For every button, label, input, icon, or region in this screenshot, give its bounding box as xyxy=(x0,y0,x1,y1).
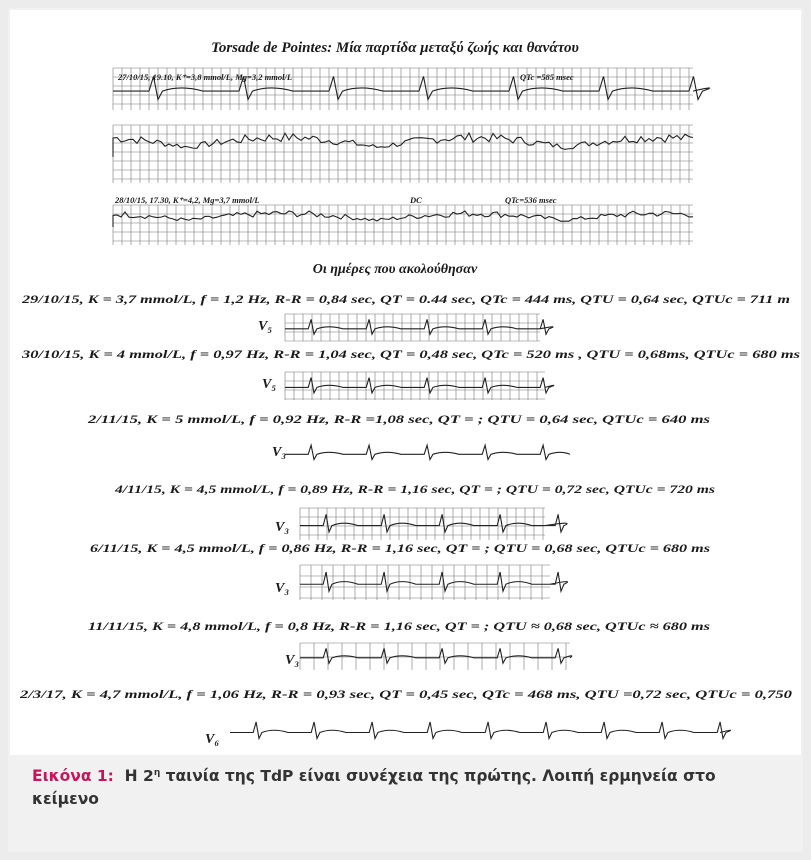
record-text: 11/11/15, K = 4,8 mmol/L, f = 0,8 Hz, R-… xyxy=(88,619,710,633)
frame: Torsade de Pointes: Μία παρτίδα μεταξύ ζ… xyxy=(0,0,811,860)
lead-label: V₅ xyxy=(262,377,276,392)
figure-subtitle: Οι ημέρες που ακολούθησαν xyxy=(313,262,478,277)
lead-label: V₃ xyxy=(272,445,286,460)
record-text: 2/3/17, K = 4,7 mmol/L, f = 1,06 Hz, R-R… xyxy=(19,687,792,701)
record-text: 29/10/15, K = 3,7 mmol/L, f = 1,2 Hz, R-… xyxy=(21,292,790,306)
record-text: 2/11/15, K = 5 mmol/L, f = 0,92 Hz, R-R … xyxy=(87,412,711,426)
caption-text: Η 2 xyxy=(125,767,154,785)
lead-label: V₅ xyxy=(258,319,272,334)
strip-annotation: QTc=536 msec xyxy=(505,195,557,205)
record-text: 4/11/15, K = 4,5 mmol/L, f = 0,89 Hz, R-… xyxy=(114,482,716,496)
record-text: 6/11/15, K = 4,5 mmol/L, f = 0,86 Hz, R-… xyxy=(90,541,710,555)
strip-annotation: 28/10/15, 17.30, K⁺=4,2, Mg=3,7 mmol/L xyxy=(114,195,260,205)
figure: Torsade de Pointes: Μία παρτίδα μεταξύ ζ… xyxy=(0,0,811,755)
caption-label: Εικόνα 1: xyxy=(32,767,114,785)
lead-label: V₆ xyxy=(205,732,219,747)
lead-label: V₃ xyxy=(275,581,289,596)
strip-annotation: DC xyxy=(409,195,422,205)
strip-annotation: 27/10/15, 19.10, K⁺=3,8 mmol/L, Mg=3,2 m… xyxy=(117,72,292,82)
record-text: 30/10/15, K = 4 mmol/L, f = 0,97 Hz, R-R… xyxy=(21,347,801,361)
strip-annotation: QTc =585 msec xyxy=(520,72,574,82)
caption: Εικόνα 1: Η 2η ταινία της TdP είναι συνέ… xyxy=(32,762,782,811)
figure-title: Torsade de Pointes: Μία παρτίδα μεταξύ ζ… xyxy=(211,40,579,56)
lead-label: V₃ xyxy=(275,520,289,535)
lead-label: V₃ xyxy=(285,653,299,668)
